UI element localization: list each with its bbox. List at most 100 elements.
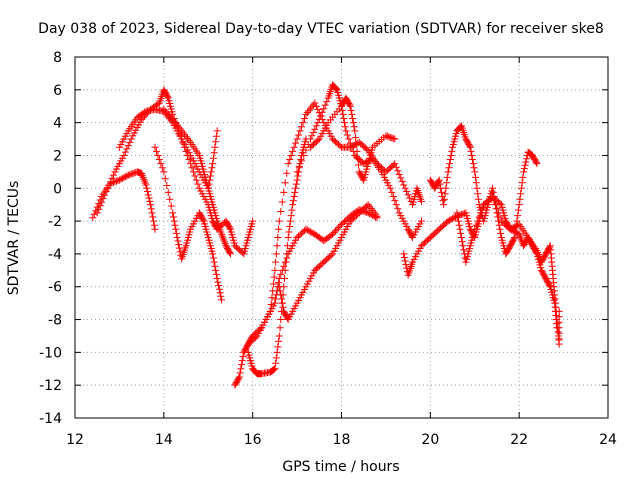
data-point bbox=[496, 213, 504, 221]
data-point bbox=[472, 179, 480, 187]
data-point bbox=[443, 179, 451, 187]
x-tick-label: 20 bbox=[421, 432, 439, 448]
series-track-3 bbox=[115, 106, 234, 258]
data-point bbox=[353, 147, 361, 155]
data-point bbox=[320, 105, 328, 113]
data-point bbox=[333, 225, 341, 233]
data-point bbox=[281, 258, 289, 266]
y-tick-label: -2 bbox=[48, 214, 62, 230]
data-point bbox=[215, 282, 223, 290]
data-point bbox=[347, 106, 355, 114]
data-point bbox=[519, 173, 527, 181]
data-point bbox=[286, 217, 294, 225]
data-point bbox=[450, 214, 458, 222]
data-point bbox=[271, 299, 279, 307]
data-point bbox=[144, 191, 152, 199]
data-point bbox=[444, 168, 452, 176]
data-point bbox=[437, 188, 445, 196]
data-point bbox=[397, 174, 405, 182]
data-point bbox=[441, 190, 449, 198]
data-point bbox=[363, 208, 371, 216]
series-track-1 bbox=[89, 168, 159, 233]
data-point bbox=[160, 106, 168, 114]
data-point bbox=[446, 216, 454, 224]
data-point bbox=[471, 225, 479, 233]
data-point bbox=[289, 197, 297, 205]
data-point bbox=[109, 171, 117, 179]
series-track-11 bbox=[306, 94, 399, 184]
data-point bbox=[303, 226, 311, 234]
data-point bbox=[302, 146, 310, 154]
data-point bbox=[148, 209, 156, 217]
data-point bbox=[466, 143, 474, 151]
data-point bbox=[185, 156, 193, 164]
data-point bbox=[336, 142, 344, 150]
data-point bbox=[458, 238, 466, 246]
data-point bbox=[354, 139, 362, 147]
data-point bbox=[175, 241, 183, 249]
data-point bbox=[457, 234, 465, 241]
data-point bbox=[305, 227, 313, 235]
data-point bbox=[226, 250, 234, 258]
data-point bbox=[474, 195, 482, 203]
y-tick-label: -12 bbox=[39, 378, 62, 394]
data-point bbox=[392, 201, 400, 209]
data-point bbox=[346, 102, 354, 110]
data-point bbox=[272, 250, 280, 258]
data-point bbox=[523, 155, 531, 163]
data-point bbox=[273, 242, 281, 250]
data-point bbox=[315, 115, 323, 123]
data-point bbox=[204, 184, 212, 192]
data-point bbox=[298, 123, 306, 131]
data-point bbox=[533, 160, 541, 168]
data-point bbox=[290, 192, 298, 200]
data-point bbox=[89, 214, 97, 222]
data-point bbox=[382, 132, 390, 140]
data-point bbox=[490, 197, 498, 205]
data-point bbox=[163, 182, 171, 190]
data-point bbox=[306, 228, 314, 236]
data-point bbox=[126, 138, 134, 146]
data-point bbox=[305, 107, 313, 115]
data-point bbox=[272, 295, 280, 303]
data-point bbox=[459, 242, 467, 250]
data-point bbox=[442, 184, 450, 192]
data-point bbox=[455, 221, 463, 229]
data-point bbox=[161, 175, 169, 183]
data-point bbox=[348, 143, 356, 151]
data-point bbox=[167, 114, 175, 122]
data-point bbox=[511, 228, 519, 236]
data-point bbox=[276, 287, 284, 295]
data-point bbox=[102, 188, 110, 196]
data-point bbox=[272, 258, 280, 266]
data-point bbox=[152, 147, 160, 155]
data-point bbox=[289, 147, 297, 155]
y-tick-label: 8 bbox=[53, 50, 62, 66]
data-point bbox=[336, 222, 344, 230]
data-point bbox=[494, 209, 502, 217]
data-point bbox=[373, 212, 381, 220]
data-point bbox=[95, 205, 103, 213]
data-point bbox=[226, 249, 234, 257]
data-point bbox=[391, 197, 399, 205]
data-point bbox=[129, 170, 137, 178]
data-point bbox=[471, 168, 479, 176]
data-point bbox=[112, 177, 120, 185]
data-point bbox=[303, 109, 311, 117]
data-point bbox=[509, 224, 517, 232]
data-point bbox=[309, 128, 317, 136]
data-point bbox=[275, 279, 283, 287]
data-point bbox=[512, 229, 520, 237]
data-point bbox=[172, 229, 180, 237]
data-point bbox=[166, 112, 174, 120]
data-point bbox=[472, 221, 480, 229]
data-point bbox=[160, 168, 168, 176]
data-point bbox=[173, 234, 181, 241]
data-point bbox=[236, 369, 244, 377]
data-point bbox=[104, 184, 112, 192]
data-point bbox=[478, 205, 486, 213]
data-point bbox=[341, 123, 349, 131]
data-point bbox=[514, 212, 522, 220]
data-point bbox=[277, 291, 285, 299]
